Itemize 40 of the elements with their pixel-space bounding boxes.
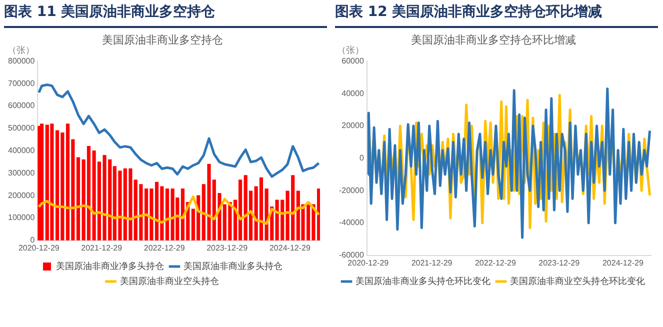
y-tick-label: -60000 <box>338 250 364 260</box>
x-tick-label: 2020-12-29 <box>348 258 390 268</box>
chart-title: 图表 12 美国原油非商业多空持仓环比增减 <box>335 0 658 28</box>
y-axis-title: （张） <box>8 45 35 56</box>
x-tick-label: 2024-12-29 <box>269 243 311 252</box>
x-tick-label: 2022-12-29 <box>144 243 186 252</box>
y-tick-label: 40000 <box>342 88 364 98</box>
legend-label: 美国原油非商业空头持仓环比变化 <box>510 276 645 287</box>
legend-label: 美国原油非商业多头持仓 <box>184 260 282 272</box>
legend-label: 美国原油非商业多头持仓环比变化 <box>356 276 490 287</box>
x-tick-label: 2024-12-29 <box>602 258 644 268</box>
x-tick-label: 2021-12-29 <box>411 258 453 268</box>
y-tick-label: -40000 <box>338 218 364 228</box>
bar <box>40 124 44 240</box>
y-tick-label: 700000 <box>8 78 36 88</box>
x-tick-label: 2020-12-29 <box>18 243 60 252</box>
x-tick-label: 2022-12-29 <box>474 258 516 268</box>
y-tick-label: 400000 <box>8 146 36 156</box>
x-tick-label: 2023-12-29 <box>206 243 248 252</box>
y-tick-label: 0 <box>30 236 36 245</box>
y-tick-label: 100000 <box>8 213 36 222</box>
y-tick-label: 0 <box>359 154 364 163</box>
x-tick-label: 2023-12-29 <box>538 258 580 268</box>
y-tick-label: 200000 <box>8 190 36 200</box>
y-tick-label: 800000 <box>8 56 36 66</box>
bar <box>76 157 80 240</box>
y-tick-label: 60000 <box>342 56 364 66</box>
chart-subtitle: 美国原油非商业多空持仓环比增减 <box>411 33 576 46</box>
y-tick-label: 500000 <box>8 124 36 133</box>
x-tick-label: 2021-12-29 <box>81 243 123 252</box>
y-tick-label: 600000 <box>8 101 36 110</box>
chart-title: 图表 11 美国原油非商业多空持仓 <box>4 0 327 28</box>
bar <box>165 188 170 240</box>
chart-subtitle: 美国原油非商业多空持仓 <box>102 33 223 46</box>
y-tick-label: -20000 <box>338 186 364 195</box>
y-axis-title: （张） <box>336 45 364 56</box>
legend-label: 美国原油非商业空头持仓 <box>120 276 219 287</box>
y-tick-label: 300000 <box>8 168 36 178</box>
legend-label: 美国原油非商业净多头持仓 <box>56 260 164 272</box>
y-tick-label: 20000 <box>342 121 364 130</box>
